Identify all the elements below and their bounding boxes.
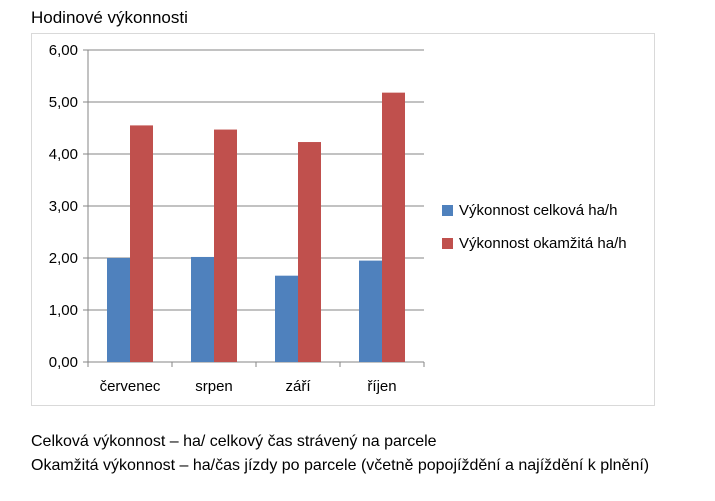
bar-celkova: [191, 256, 214, 362]
bar-okamzita: [130, 125, 153, 363]
chart-frame: [31, 33, 655, 406]
chart-legend: Výkonnost celková ha/h Výkonnost okamžit…: [442, 194, 627, 260]
x-tick-label: září: [285, 378, 311, 395]
bar-okamzita: [298, 142, 321, 362]
note-okamzita: Okamžitá výkonnost – ha/čas jízdy po par…: [31, 457, 650, 474]
legend-swatch-okamzita: [442, 238, 453, 249]
x-tick-label: říjen: [367, 378, 396, 395]
legend-item-okamzita: Výkonnost okamžitá ha/h: [442, 227, 627, 260]
y-tick-label: 2,00: [49, 250, 78, 267]
bar-okamzita: [382, 92, 405, 362]
legend-label-celkova: Výkonnost celková ha/h: [459, 202, 618, 219]
chart-title: Hodinové výkonnosti: [31, 8, 188, 27]
note-celkova: Celková výkonnost – ha/ celkový čas strá…: [31, 433, 437, 450]
y-tick-label: 5,00: [49, 94, 78, 111]
y-tick-label: 0,00: [49, 354, 78, 371]
bar-okamzita: [214, 129, 237, 362]
y-tick-label: 6,00: [49, 42, 78, 59]
y-tick-label: 1,00: [49, 302, 78, 319]
legend-swatch-celkova: [442, 205, 453, 216]
bar-celkova: [107, 258, 130, 362]
y-tick-label: 3,00: [49, 198, 78, 215]
y-tick-label: 4,00: [49, 146, 78, 163]
legend-item-celkova: Výkonnost celková ha/h: [442, 194, 627, 227]
x-tick-label: srpen: [195, 378, 233, 395]
x-tick-label: červenec: [100, 378, 161, 395]
legend-label-okamzita: Výkonnost okamžitá ha/h: [459, 235, 627, 252]
bar-celkova: [275, 275, 298, 362]
bar-celkova: [359, 260, 382, 362]
